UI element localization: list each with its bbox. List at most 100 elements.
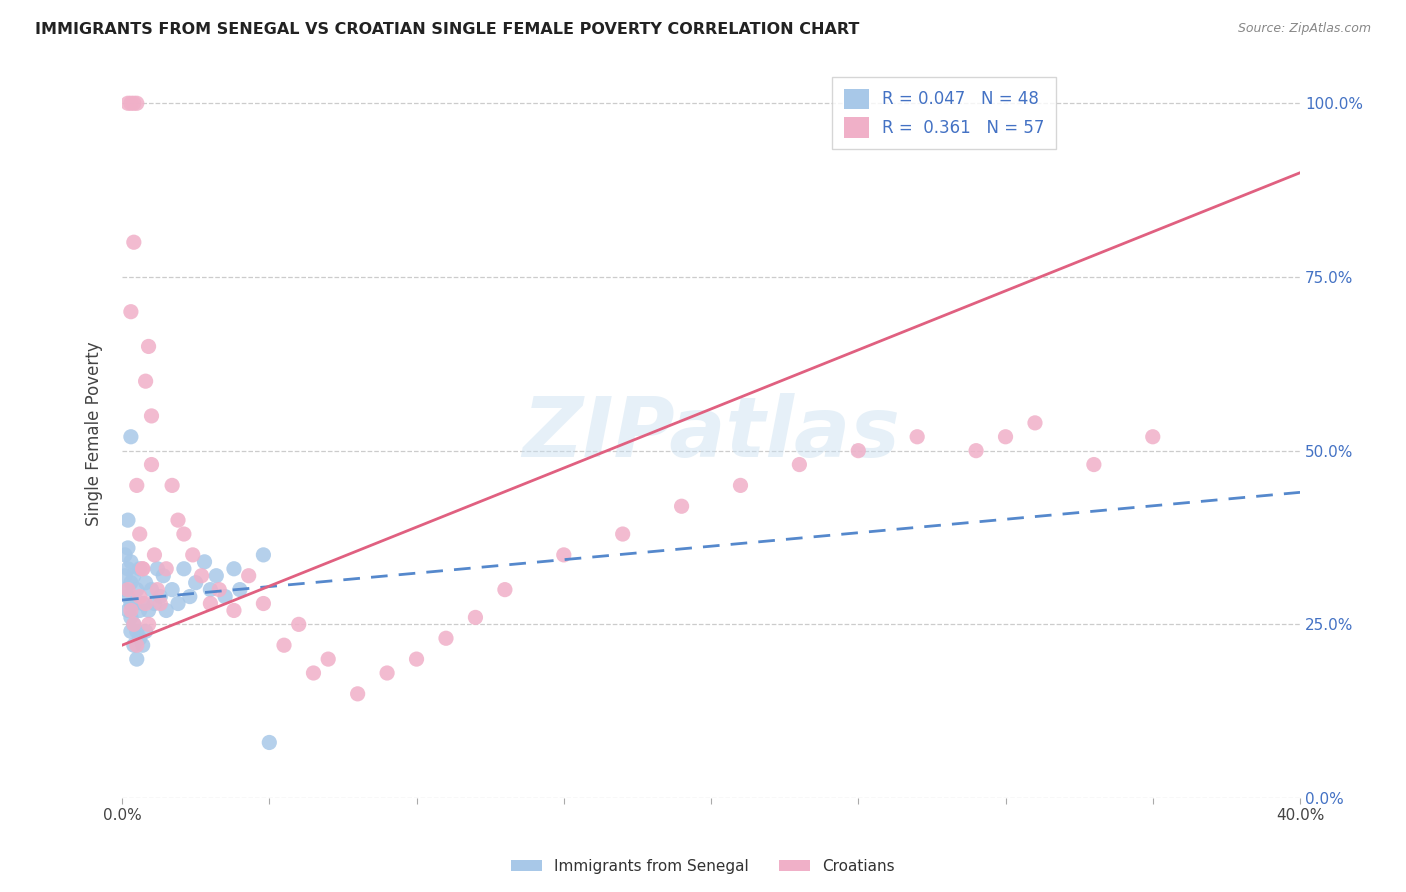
Point [117, 513, 139, 527]
Point [122, 638, 145, 652]
Point [1024, 416, 1046, 430]
Point [114, 568, 136, 582]
Point [375, 665, 398, 680]
Point [125, 96, 148, 111]
Point [138, 339, 160, 353]
Point [131, 597, 153, 611]
Point [128, 527, 150, 541]
Point [135, 374, 157, 388]
Point [120, 575, 142, 590]
Point [190, 568, 212, 582]
Point [128, 603, 150, 617]
Point [117, 541, 139, 555]
Point [252, 597, 274, 611]
Point [141, 409, 163, 423]
Point [146, 582, 169, 597]
Point [122, 96, 145, 111]
Point [200, 582, 222, 597]
Point [252, 548, 274, 562]
Point [346, 687, 368, 701]
Point [612, 527, 634, 541]
Point [846, 443, 869, 458]
Point [229, 582, 252, 597]
Point [789, 458, 811, 472]
Point [125, 652, 148, 666]
Point [143, 597, 166, 611]
Point [494, 582, 516, 597]
Point [965, 443, 987, 458]
Point [464, 610, 486, 624]
Point [184, 575, 207, 590]
Text: Source: ZipAtlas.com: Source: ZipAtlas.com [1237, 22, 1371, 36]
Point [138, 617, 160, 632]
Point [125, 638, 148, 652]
Point [125, 582, 148, 597]
Point [131, 638, 153, 652]
Point [128, 590, 150, 604]
Point [141, 582, 163, 597]
Point [167, 513, 190, 527]
Point [120, 96, 142, 111]
Point [155, 603, 177, 617]
Point [120, 597, 142, 611]
Point [405, 652, 427, 666]
Point [146, 562, 169, 576]
Point [135, 575, 157, 590]
Point [117, 603, 139, 617]
Point [167, 597, 190, 611]
Point [117, 582, 139, 597]
Point [131, 562, 153, 576]
Point [117, 562, 139, 576]
Point [149, 597, 172, 611]
Point [122, 597, 145, 611]
Point [120, 304, 142, 318]
Point [671, 500, 693, 514]
Point [143, 548, 166, 562]
Point [905, 430, 928, 444]
Point [122, 617, 145, 632]
Point [173, 527, 195, 541]
Point [160, 582, 183, 597]
Point [316, 652, 339, 666]
Point [120, 603, 142, 617]
Point [434, 632, 457, 646]
Point [135, 597, 157, 611]
Point [149, 590, 172, 604]
Point [120, 555, 142, 569]
Point [117, 96, 139, 111]
Point [259, 735, 281, 749]
Point [200, 597, 222, 611]
Point [122, 568, 145, 582]
Point [994, 430, 1017, 444]
Point [302, 665, 325, 680]
Legend: Immigrants from Senegal, Croatians: Immigrants from Senegal, Croatians [505, 853, 901, 880]
Point [125, 478, 148, 492]
Point [122, 617, 145, 632]
Point [238, 568, 260, 582]
Point [553, 548, 575, 562]
Point [193, 555, 215, 569]
Point [141, 458, 163, 472]
Point [120, 430, 142, 444]
Y-axis label: Single Female Poverty: Single Female Poverty [86, 341, 103, 525]
Point [128, 562, 150, 576]
Point [155, 562, 177, 576]
Point [135, 624, 157, 639]
Point [222, 562, 245, 576]
Point [120, 610, 142, 624]
Point [160, 478, 183, 492]
Point [222, 603, 245, 617]
Point [273, 638, 295, 652]
Point [179, 590, 201, 604]
Point [214, 590, 236, 604]
Legend: R = 0.047   N = 48, R =  0.361   N = 57: R = 0.047 N = 48, R = 0.361 N = 57 [832, 77, 1056, 149]
Point [205, 568, 228, 582]
Point [287, 617, 309, 632]
Point [125, 624, 148, 639]
Text: ZIPatlas: ZIPatlas [522, 392, 900, 474]
Point [1142, 430, 1164, 444]
Point [152, 568, 174, 582]
Text: IMMIGRANTS FROM SENEGAL VS CROATIAN SINGLE FEMALE POVERTY CORRELATION CHART: IMMIGRANTS FROM SENEGAL VS CROATIAN SING… [35, 22, 859, 37]
Point [181, 548, 204, 562]
Point [117, 590, 139, 604]
